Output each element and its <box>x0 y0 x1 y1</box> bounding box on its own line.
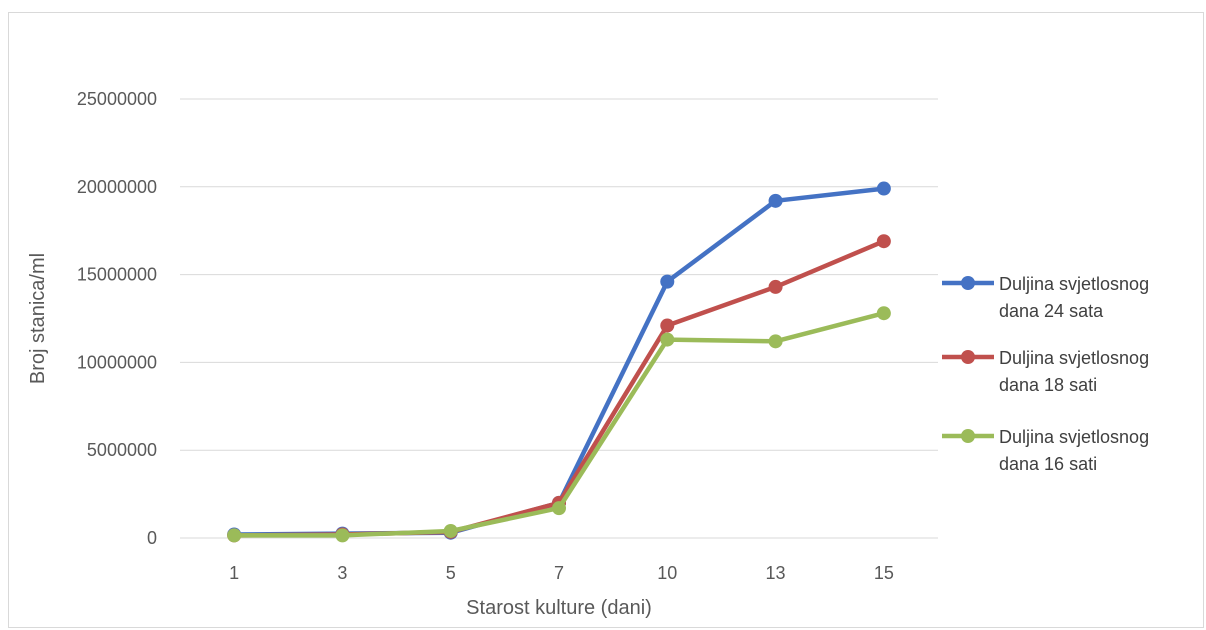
gridlines <box>180 98 938 539</box>
data-point <box>443 523 458 538</box>
x-axis-title: Starost kulture (dani) <box>466 597 652 619</box>
y-tick-label: 20000000 <box>77 177 157 197</box>
series-1 <box>227 181 891 542</box>
legend-label-line: dana 24 sata <box>999 301 1104 321</box>
series-layer <box>227 181 891 543</box>
data-point <box>227 528 242 543</box>
y-tick-label: 0 <box>147 528 157 548</box>
data-point <box>768 334 783 349</box>
y-tick-label: 5000000 <box>87 440 157 460</box>
legend-swatch-marker <box>961 350 975 364</box>
legend-label-line: Duljina svjetlosnog <box>999 348 1149 368</box>
y-tick-label: 25000000 <box>77 89 157 109</box>
x-tick-label: 7 <box>554 563 564 583</box>
data-point <box>876 181 891 196</box>
legend-label-line: dana 18 sati <box>999 375 1097 395</box>
data-point <box>660 318 675 333</box>
y-tick-label: 15000000 <box>77 265 157 285</box>
legend-item: Duljina svjetlosnog dana 24 sata <box>942 274 1149 321</box>
data-point <box>552 501 566 516</box>
legend-item: Duljina svjetlosnog dana 16 sati <box>942 427 1149 474</box>
legend-label-line: Duljina svjetlosnog <box>999 274 1149 294</box>
x-tick-label: 13 <box>766 563 786 583</box>
x-tick-label: 10 <box>657 563 677 583</box>
data-point <box>335 528 350 543</box>
legend-item: Duljina svjetlosnog dana 18 sati <box>942 348 1149 395</box>
x-tick-label: 5 <box>446 563 456 583</box>
chart-frame <box>8 12 1204 628</box>
data-point <box>660 274 675 289</box>
series-2 <box>227 234 891 543</box>
data-point <box>768 279 783 294</box>
legend-label-line: dana 16 sati <box>999 454 1097 474</box>
x-tick-labels: 1 3 5 7 10 13 15 <box>229 563 894 583</box>
series-line <box>231 186 887 537</box>
legend-label-line: Duljina svjetlosnog <box>999 427 1149 447</box>
series-3 <box>227 306 891 543</box>
series-line <box>231 238 887 538</box>
data-point <box>876 306 891 321</box>
x-tick-label: 15 <box>874 563 894 583</box>
x-tick-label: 3 <box>337 563 347 583</box>
legend-swatch-marker <box>961 276 975 290</box>
y-axis-title: Broj stanica/ml <box>27 253 49 384</box>
x-tick-label: 1 <box>229 563 239 583</box>
data-point <box>660 332 675 347</box>
data-point <box>876 234 891 249</box>
y-tick-labels: 0 5000000 10000000 15000000 20000000 25000000 <box>77 89 157 548</box>
y-tick-label: 10000000 <box>77 352 157 372</box>
legend-swatch-marker <box>961 429 975 443</box>
data-point <box>768 193 783 208</box>
